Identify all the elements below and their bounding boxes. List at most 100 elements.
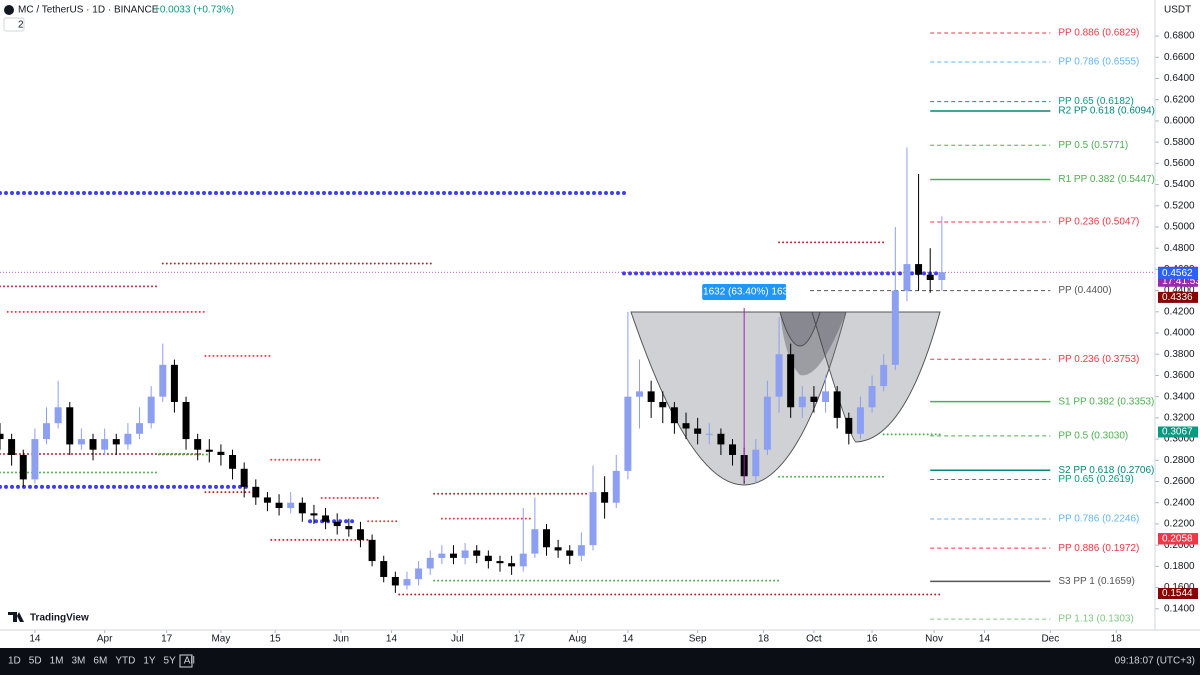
x-tick-label: 17 (161, 634, 173, 645)
candle-body (136, 423, 144, 434)
candle-body (275, 502, 283, 509)
price-label-box (1158, 588, 1198, 600)
y-tick-label: 0.6400 (1164, 73, 1195, 84)
candle-body (554, 547, 562, 551)
candle-body (915, 264, 923, 275)
candle-body (263, 497, 271, 503)
y-tick-label: 0.4000 (1164, 328, 1195, 339)
candle-body (310, 513, 318, 516)
range-button[interactable]: All (184, 656, 195, 667)
y-tick-label: 0.1800 (1164, 561, 1195, 572)
candle-body (368, 539, 376, 562)
candle-body (845, 417, 853, 434)
candle-body (531, 529, 539, 554)
range-button[interactable]: 6M (93, 656, 107, 667)
candle-body (519, 553, 527, 567)
price-label-box (1158, 426, 1198, 438)
range-button[interactable]: 5Y (164, 656, 177, 667)
candle-body (205, 449, 213, 452)
pivot-label: S1 PP 0.382 (0.3353) (1058, 396, 1154, 407)
candle-body (473, 550, 481, 556)
x-tick-label: 14 (622, 634, 634, 645)
x-tick-label: 17 (514, 634, 526, 645)
indicator-toggle[interactable] (3, 17, 25, 32)
candle-body (612, 470, 620, 503)
candle-body (926, 274, 934, 280)
y-tick-label: 0.3400 (1164, 391, 1195, 402)
candle-body (705, 433, 713, 435)
y-tick-label: 0.6000 (1164, 116, 1195, 127)
candle-body (822, 391, 830, 402)
pivot-label: R2 PP 0.618 (0.6094) (1058, 106, 1155, 117)
x-tick-label: Nov (925, 634, 943, 645)
currency[interactable]: USDT (1164, 5, 1191, 16)
candle-body (54, 407, 62, 424)
symbol[interactable]: MC / TetherUS · 1D · BINANCE (18, 5, 159, 16)
price-label: 0.4336 (1162, 292, 1193, 303)
y-tick-label: 0.3200 (1164, 413, 1195, 424)
y-tick-label: 0.5000 (1164, 222, 1195, 233)
cup-pattern (779, 311, 941, 443)
x-tick-label: 14 (386, 634, 398, 645)
candle-body (577, 545, 585, 556)
y-tick-label: 0.2800 (1164, 455, 1195, 466)
x-tick-label: 16 (867, 634, 879, 645)
y-tick-label: 0.4800 (1164, 243, 1195, 254)
x-tick-label: Oct (806, 634, 822, 645)
candle-body (484, 555, 492, 562)
y-tick-label: 0.6200 (1164, 94, 1195, 105)
y-tick-label: 0.3800 (1164, 349, 1195, 360)
candle-body (601, 492, 609, 503)
pivot-label: PP 0.886 (0.6829) (1058, 28, 1139, 39)
candle-body (589, 492, 597, 546)
measure-box (702, 284, 787, 300)
y-tick-label: 0.6600 (1164, 52, 1195, 63)
candle-body (833, 391, 841, 418)
candle-body (729, 444, 737, 455)
candle-body (461, 550, 469, 558)
pivot-label: PP 1.13 (0.1303) (1058, 614, 1133, 625)
candle-body (101, 439, 109, 450)
range-button[interactable]: 3M (72, 656, 86, 667)
candle-body (449, 553, 457, 558)
clock: 09:18:07 (UTC+3) (1115, 656, 1195, 667)
candle-body (415, 568, 423, 580)
range-button[interactable]: YTD (115, 656, 135, 667)
candle-body (670, 407, 678, 424)
candle-body (345, 526, 353, 530)
candle-body (880, 364, 888, 387)
range-button[interactable]: 1M (50, 656, 64, 667)
candle-body (856, 407, 864, 434)
candle-body (426, 557, 434, 569)
x-tick-label: 14 (979, 634, 991, 645)
y-tick-label: 0.2200 (1164, 519, 1195, 530)
x-tick-label: Aug (569, 634, 587, 645)
range-button[interactable]: 1Y (143, 656, 156, 667)
price-label-box (1158, 267, 1198, 279)
price-label: 0.3067 (1162, 427, 1193, 438)
y-tick-label: 0.3000 (1164, 434, 1195, 445)
candle-body (798, 396, 806, 408)
x-tick-label: Jun (333, 634, 349, 645)
x-tick-label: Dec (1041, 634, 1059, 645)
indicator-count: 2 (18, 20, 24, 31)
candle-body (775, 354, 783, 397)
pivot-label: PP 0.65 (0.6182) (1058, 96, 1133, 107)
range-button[interactable]: 1D (8, 656, 21, 667)
y-tick-label: 0.2400 (1164, 497, 1195, 508)
price-label-box (1158, 291, 1198, 303)
bottom-toolbar (0, 648, 1200, 675)
candle-body (77, 439, 85, 445)
candle-body (229, 455, 237, 469)
cup-pattern (780, 312, 846, 376)
pivot-label: PP 0.236 (0.3753) (1058, 354, 1139, 365)
calendar-icon[interactable] (179, 654, 193, 668)
pivot-label: PP 0.5 (0.3030) (1058, 431, 1128, 442)
candle-body (194, 439, 202, 450)
candle-body (159, 364, 167, 397)
y-tick-label: 0.1400 (1164, 603, 1195, 614)
candle-body (508, 563, 516, 567)
candle-body (763, 396, 771, 450)
range-button[interactable]: 5D (29, 656, 42, 667)
